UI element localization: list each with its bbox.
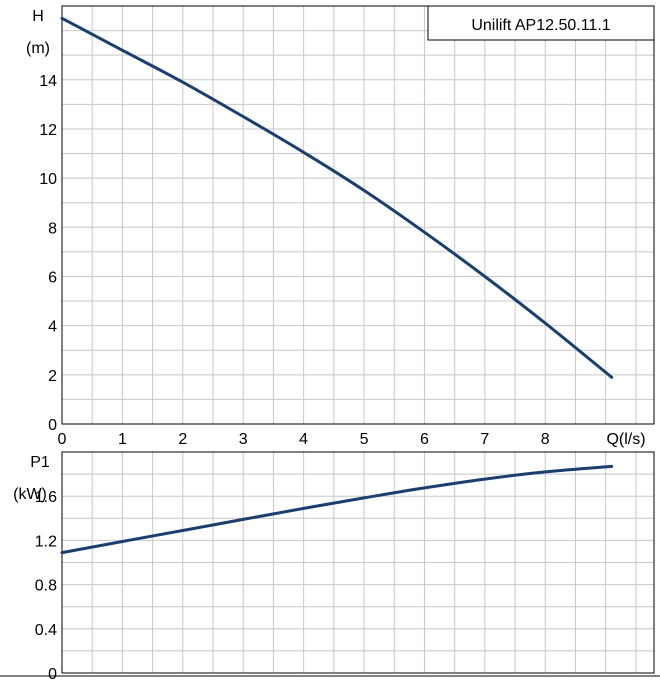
y-axis-unit: (kW) — [13, 486, 47, 503]
y-tick-label: 6 — [48, 269, 57, 286]
x-tick-label: 4 — [299, 431, 308, 448]
power-curve-line — [60, 464, 614, 555]
y-axis-label: P1 — [30, 454, 50, 471]
x-axis-label: Q(l/s) — [606, 431, 645, 448]
y-tick-label: 0 — [48, 417, 57, 434]
y-tick-label: 4 — [48, 319, 57, 336]
head-curve-line — [60, 16, 614, 379]
y-tick-label: 12 — [39, 122, 57, 139]
y-tick-label: 8 — [48, 220, 57, 237]
plot-frame — [61, 451, 655, 674]
y-tick-label: 0.8 — [35, 578, 57, 595]
chart-title: Unilift AP12.50.11.1 — [471, 17, 610, 34]
y-tick-label: 0.4 — [35, 622, 57, 639]
chart-title-box: Unilift AP12.50.11.1 — [427, 5, 655, 41]
x-tick-label: 2 — [178, 431, 187, 448]
x-tick-label: 6 — [420, 431, 429, 448]
power-chart-panel: 0 0.4 0.8 1.2 1.6 P1 (kW) — [0, 451, 660, 680]
plot-frame — [61, 5, 655, 425]
y-tick-label: 1.6 — [35, 489, 57, 506]
y-axis-label: H — [32, 8, 44, 25]
y-tick-label: 2 — [48, 368, 57, 385]
x-tick-label: 7 — [480, 431, 489, 448]
x-tick-label: 5 — [360, 431, 369, 448]
x-tick-label: 0 — [58, 431, 67, 448]
y-axis-unit: (m) — [26, 40, 50, 57]
x-tick-label: 3 — [239, 431, 248, 448]
x-tick-label: 1 — [118, 431, 127, 448]
y-tick-label: 10 — [39, 171, 57, 188]
y-tick-label: 0 — [48, 666, 57, 680]
y-tick-label: 14 — [39, 73, 57, 90]
y-tick-label: 1.2 — [35, 533, 57, 550]
x-tick-label: 8 — [541, 431, 550, 448]
